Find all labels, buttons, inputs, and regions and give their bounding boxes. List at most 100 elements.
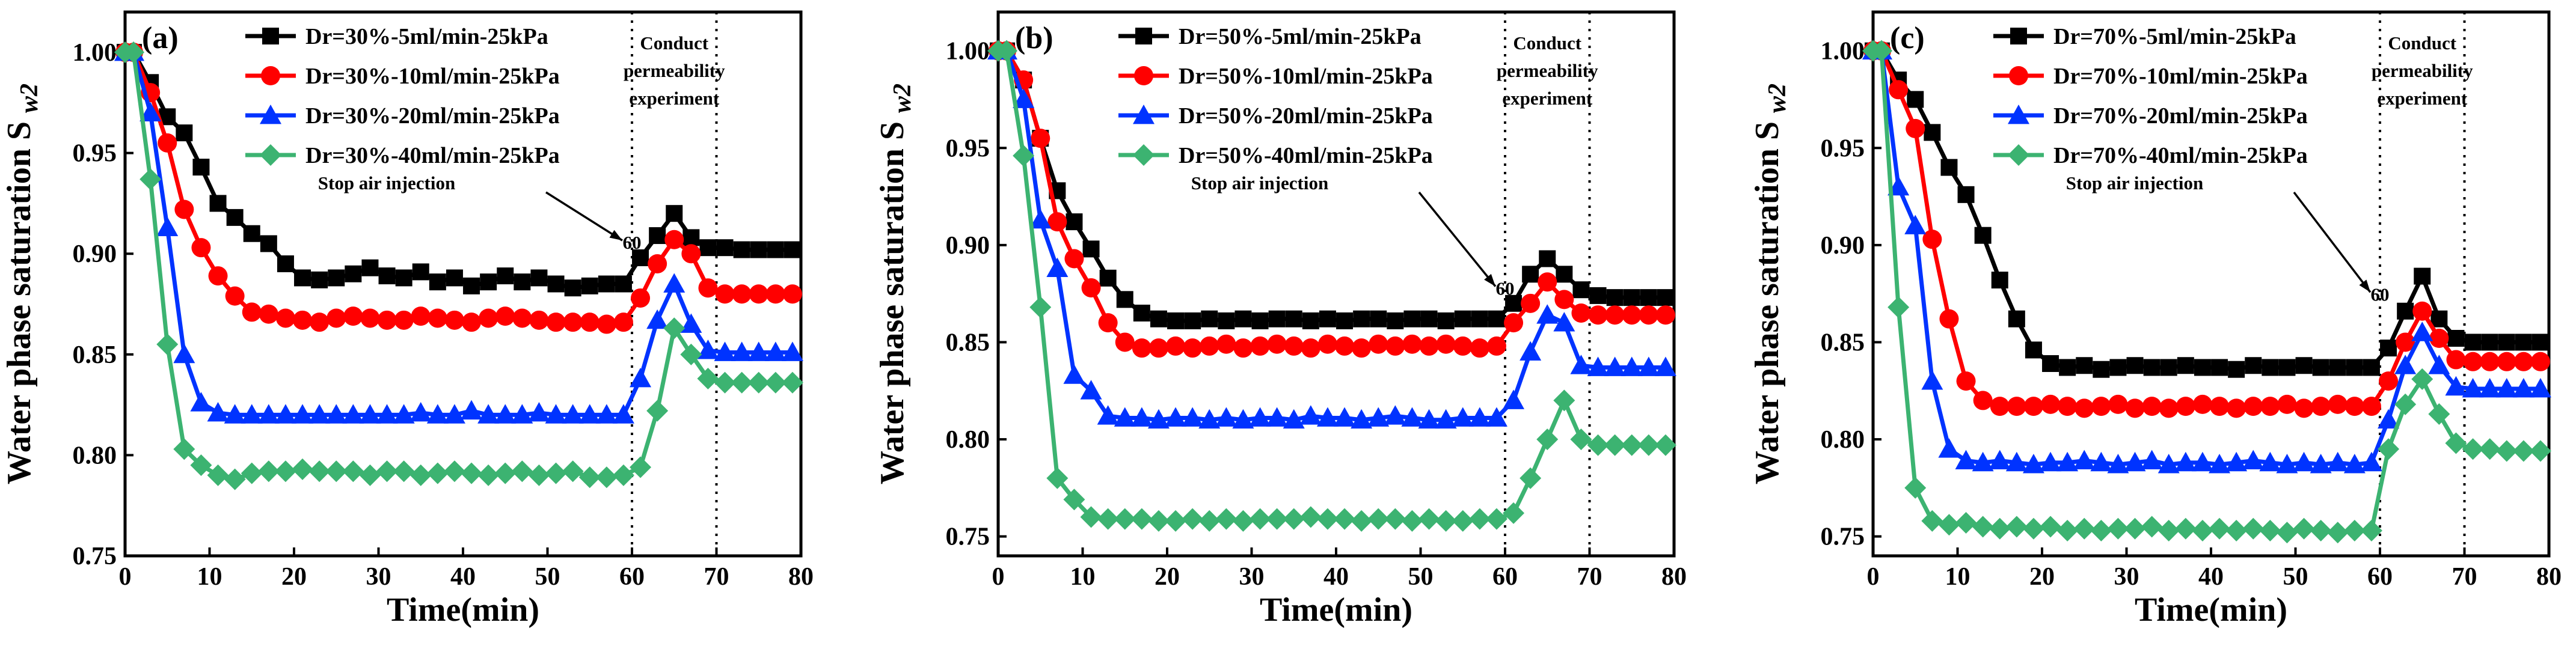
y-tick-label: 0.85 <box>946 329 990 356</box>
data-point <box>731 371 753 394</box>
data-point <box>1080 380 1102 400</box>
data-point <box>1097 508 1119 530</box>
data-point <box>1654 356 1676 376</box>
data-point <box>2008 310 2025 328</box>
data-point <box>1201 310 1218 328</box>
data-point <box>1536 428 1559 451</box>
data-point <box>428 308 447 328</box>
data-point <box>562 460 584 483</box>
data-point <box>1435 409 1457 429</box>
data-point <box>226 209 244 226</box>
data-point <box>1401 407 1423 427</box>
data-point <box>1488 310 1505 328</box>
data-point <box>784 241 801 258</box>
legend-label: Dr=30%-40ml/min-25kPa <box>305 143 560 168</box>
data-point <box>2025 341 2042 359</box>
data-point <box>615 275 632 293</box>
data-point <box>1571 303 1591 323</box>
data-point <box>411 306 431 326</box>
data-point <box>2076 357 2093 374</box>
region-label-line: experiment <box>1502 88 1592 109</box>
data-point <box>2294 398 2314 418</box>
data-point <box>1130 407 1153 427</box>
data-point <box>2056 451 2079 472</box>
data-point <box>2141 449 2163 470</box>
data-point <box>1654 434 1676 456</box>
y-tick-label: 1.00 <box>946 38 990 66</box>
data-point <box>1285 310 1302 328</box>
data-point <box>697 368 719 390</box>
data-point <box>514 273 531 291</box>
data-point <box>2295 357 2313 374</box>
data-point <box>646 309 669 329</box>
x-tick-label: 50 <box>2283 563 2308 591</box>
data-point <box>1904 477 1927 499</box>
x-tick-label: 10 <box>197 563 222 591</box>
data-point <box>1046 467 1069 489</box>
data-point <box>563 312 583 332</box>
y-tick-label: 0.80 <box>1821 426 1865 454</box>
annotation-marker-label: 60 <box>623 232 642 253</box>
data-point <box>2515 334 2532 351</box>
data-point <box>1536 304 1559 324</box>
data-point <box>1570 355 1592 374</box>
data-point <box>596 314 616 334</box>
data-point <box>2276 454 2298 474</box>
legend-marker <box>2010 28 2027 44</box>
data-point <box>1605 305 1625 325</box>
legend-marker <box>2009 66 2028 85</box>
data-point <box>241 462 263 484</box>
data-point <box>1302 312 1319 329</box>
data-point <box>1234 310 1252 328</box>
data-point <box>395 269 412 287</box>
legend-label: Dr=30%-20ml/min-25kPa <box>305 103 560 129</box>
annotation-text: Stop air injection <box>1191 172 1329 193</box>
data-point <box>1250 336 1270 356</box>
data-point <box>2242 449 2265 470</box>
data-point <box>2124 517 2146 540</box>
data-point <box>1150 310 1167 328</box>
data-point <box>1621 356 1643 376</box>
region-label-line: Conduct <box>1513 32 1581 53</box>
data-point <box>2174 451 2197 472</box>
data-point <box>2023 397 2043 416</box>
data-point <box>494 462 517 484</box>
data-point <box>310 312 330 332</box>
data-point <box>2378 438 2400 460</box>
data-point <box>612 404 634 424</box>
data-point <box>2428 403 2450 425</box>
y-tick-label: 0.90 <box>1821 232 1865 260</box>
data-point <box>1233 338 1253 358</box>
y-axis-label: Water phase saturation S w2 <box>1 84 43 484</box>
data-point <box>580 312 600 332</box>
data-point <box>747 371 770 394</box>
annotation-arrowhead <box>609 230 622 241</box>
data-point <box>1165 407 1187 427</box>
data-point <box>666 205 683 222</box>
data-point <box>463 277 480 294</box>
data-point <box>1351 409 1373 429</box>
data-point <box>663 317 685 340</box>
data-point <box>714 341 736 361</box>
data-point <box>2227 398 2246 418</box>
data-point <box>2107 454 2129 474</box>
data-point <box>2073 449 2096 470</box>
data-point <box>2225 451 2248 472</box>
data-point <box>444 310 464 330</box>
data-point <box>1553 389 1575 412</box>
data-point <box>156 334 179 356</box>
legend-label: Dr=50%-5ml/min-25kPa <box>1179 24 1421 49</box>
x-tick-label: 0 <box>992 563 1005 591</box>
series-3 <box>987 40 1676 429</box>
data-point <box>1184 312 1201 329</box>
data-point <box>1218 312 1235 329</box>
y-tick-label: 0.85 <box>1821 329 1865 356</box>
data-point <box>2447 330 2465 347</box>
x-tick-label: 40 <box>2198 563 2224 591</box>
data-point <box>1116 291 1133 308</box>
data-point <box>2328 394 2348 414</box>
data-point <box>1470 338 1489 358</box>
data-point <box>733 241 750 258</box>
annotation-arrowhead <box>1484 273 1495 287</box>
data-point <box>242 302 262 322</box>
